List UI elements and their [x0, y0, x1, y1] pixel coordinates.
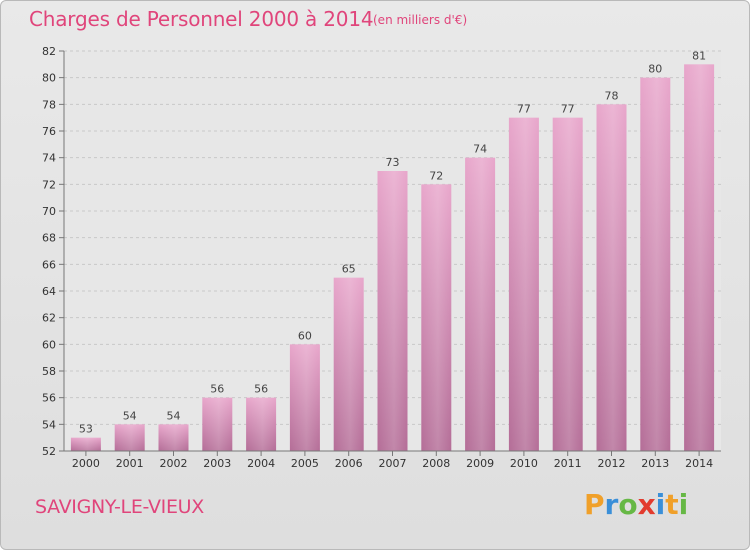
bar-highlight [684, 64, 715, 452]
logo-letter: x [637, 488, 656, 521]
logo-letter: o [618, 488, 638, 521]
x-tick-label: 2004 [247, 457, 275, 470]
logo-letter: P [584, 488, 605, 521]
x-axis: 2000 2001 2002 2003 2004 2005 2006 2007 2008 2009… [64, 450, 721, 470]
x-tick-label: 2013 [641, 457, 669, 470]
y-tick-label: 70 [42, 205, 56, 218]
y-tick-label: 72 [42, 178, 56, 191]
x-tick-label: 2014 [685, 457, 713, 470]
bar-highlight [421, 184, 452, 452]
bar-value-label: 65 [342, 263, 356, 276]
y-axis: 52 54 56 58 60 62 64 66 68 70 72 74 76 78 80 82 [42, 45, 65, 458]
bar-value-label: 53 [79, 423, 93, 436]
y-tick-label: 64 [42, 285, 56, 298]
y-tick-label: 52 [42, 445, 56, 458]
bar-highlight [333, 277, 364, 451]
bars: 53 54 54 56 56 60 65 73 72 74 77 77 78 80 81 [70, 49, 715, 452]
x-tick-label: 2007 [379, 457, 407, 470]
x-tick-label: 2012 [598, 457, 626, 470]
bar-value-label: 56 [254, 383, 268, 396]
y-tick-label: 80 [42, 72, 56, 85]
commune-name: SAVIGNY-LE-VIEUX [35, 496, 205, 518]
bar-highlight [640, 77, 671, 452]
bar-highlight [508, 117, 539, 452]
logo-letter: i [655, 488, 666, 521]
bar-highlight [114, 424, 145, 451]
bar-value-label: 77 [561, 103, 575, 116]
y-tick-label: 62 [42, 312, 56, 325]
y-tick-label: 78 [42, 98, 56, 111]
bar-value-label: 72 [429, 169, 443, 182]
chart-title: Charges de Personnel 2000 à 2014 [29, 7, 374, 31]
y-tick-label: 66 [42, 258, 56, 271]
x-tick-label: 2008 [422, 457, 450, 470]
x-tick-label: 2000 [72, 457, 100, 470]
bar-highlight [596, 104, 627, 451]
y-tick-label: 76 [42, 125, 56, 138]
bar-value-label: 73 [386, 156, 400, 169]
bar-highlight [465, 157, 496, 451]
x-tick-label: 2001 [116, 457, 144, 470]
bar-value-label: 80 [648, 63, 662, 76]
bar-highlight [377, 171, 408, 451]
bar-value-label: 56 [210, 383, 224, 396]
logo-letter: i [678, 488, 689, 521]
logo-letter: t [665, 488, 679, 521]
x-tick-label: 2010 [510, 457, 538, 470]
bar-value-label: 60 [298, 329, 312, 342]
bar-highlight [246, 397, 277, 451]
x-tick-label: 2002 [160, 457, 188, 470]
bar-value-label: 74 [473, 143, 487, 156]
x-tick-label: 2003 [203, 457, 231, 470]
y-tick-label: 74 [42, 152, 56, 165]
bar-highlight [289, 344, 320, 451]
x-tick-label: 2011 [554, 457, 582, 470]
y-tick-label: 60 [42, 338, 56, 351]
logo-letter: r [604, 488, 619, 521]
y-tick-label: 54 [42, 418, 56, 431]
bar-value-label: 54 [123, 409, 137, 422]
x-tick-label: 2005 [291, 457, 319, 470]
chart-subtitle: (en milliers d'€) [373, 13, 468, 27]
bar-highlight [158, 424, 189, 451]
proxiti-logo[interactable]: Proxiti [584, 488, 688, 521]
bar-value-label: 77 [517, 103, 531, 116]
bar-value-label: 78 [605, 89, 619, 102]
y-tick-label: 56 [42, 392, 56, 405]
bar-highlight [70, 437, 101, 451]
bar-highlight [552, 117, 583, 452]
bar-highlight [202, 397, 233, 451]
x-tick-label: 2006 [335, 457, 363, 470]
bar-value-label: 81 [692, 49, 706, 62]
y-tick-label: 82 [42, 45, 56, 58]
y-tick-label: 58 [42, 365, 56, 378]
y-tick-label: 68 [42, 232, 56, 245]
bar-value-label: 54 [167, 409, 181, 422]
x-tick-label: 2009 [466, 457, 494, 470]
